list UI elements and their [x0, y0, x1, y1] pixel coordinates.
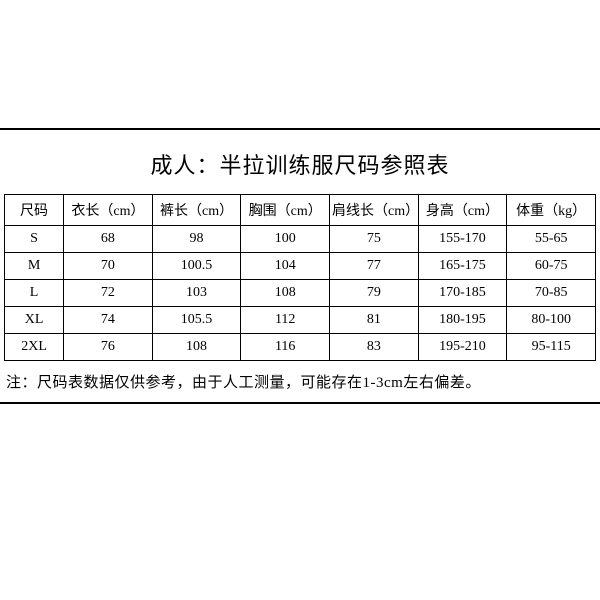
cell-size: 2XL: [5, 334, 64, 361]
cell-data: 72: [64, 280, 153, 307]
cell-data: 105.5: [152, 307, 241, 334]
cell-data: 112: [241, 307, 330, 334]
cell-data: 95-115: [507, 334, 596, 361]
table-row: 2XL 76 108 116 83 195-210 95-115: [5, 334, 596, 361]
cell-data: 55-65: [507, 226, 596, 253]
header-size: 尺码: [5, 195, 64, 226]
table-row: S 68 98 100 75 155-170 55-65: [5, 226, 596, 253]
cell-data: 103: [152, 280, 241, 307]
cell-size: L: [5, 280, 64, 307]
chart-note: 注：尺码表数据仅供参考，由于人工测量，可能存在1-3cm左右偏差。: [4, 361, 596, 398]
table-header-row: 尺码 衣长（cm） 裤长（cm） 胸围（cm） 肩线长（cm） 身高（cm） 体…: [5, 195, 596, 226]
cell-data: 165-175: [418, 253, 507, 280]
cell-data: 100: [241, 226, 330, 253]
cell-data: 74: [64, 307, 153, 334]
cell-data: 180-195: [418, 307, 507, 334]
table-row: M 70 100.5 104 77 165-175 60-75: [5, 253, 596, 280]
cell-data: 108: [241, 280, 330, 307]
table-body: S 68 98 100 75 155-170 55-65 M 70 100.5 …: [5, 226, 596, 361]
cell-data: 81: [330, 307, 419, 334]
cell-size: S: [5, 226, 64, 253]
cell-data: 70: [64, 253, 153, 280]
table-row: L 72 103 108 79 170-185 70-85: [5, 280, 596, 307]
cell-data: 70-85: [507, 280, 596, 307]
cell-data: 108: [152, 334, 241, 361]
cell-data: 104: [241, 253, 330, 280]
cell-size: M: [5, 253, 64, 280]
cell-data: 83: [330, 334, 419, 361]
cell-data: 98: [152, 226, 241, 253]
cell-data: 195-210: [418, 334, 507, 361]
header-shoulder: 肩线长（cm）: [330, 195, 419, 226]
cell-data: 68: [64, 226, 153, 253]
cell-data: 100.5: [152, 253, 241, 280]
header-height: 身高（cm）: [418, 195, 507, 226]
header-length: 衣长（cm）: [64, 195, 153, 226]
cell-data: 77: [330, 253, 419, 280]
header-pants: 裤长（cm）: [152, 195, 241, 226]
cell-data: 155-170: [418, 226, 507, 253]
cell-data: 170-185: [418, 280, 507, 307]
cell-data: 116: [241, 334, 330, 361]
size-chart-container: 成人：半拉训练服尺码参照表 尺码 衣长（cm） 裤长（cm） 胸围（cm） 肩线…: [0, 128, 600, 404]
cell-data: 80-100: [507, 307, 596, 334]
table-row: XL 74 105.5 112 81 180-195 80-100: [5, 307, 596, 334]
header-weight: 体重（kg）: [507, 195, 596, 226]
header-chest: 胸围（cm）: [241, 195, 330, 226]
cell-data: 79: [330, 280, 419, 307]
cell-size: XL: [5, 307, 64, 334]
size-table: 尺码 衣长（cm） 裤长（cm） 胸围（cm） 肩线长（cm） 身高（cm） 体…: [4, 194, 596, 361]
chart-title: 成人：半拉训练服尺码参照表: [4, 138, 596, 194]
cell-data: 75: [330, 226, 419, 253]
cell-data: 60-75: [507, 253, 596, 280]
cell-data: 76: [64, 334, 153, 361]
